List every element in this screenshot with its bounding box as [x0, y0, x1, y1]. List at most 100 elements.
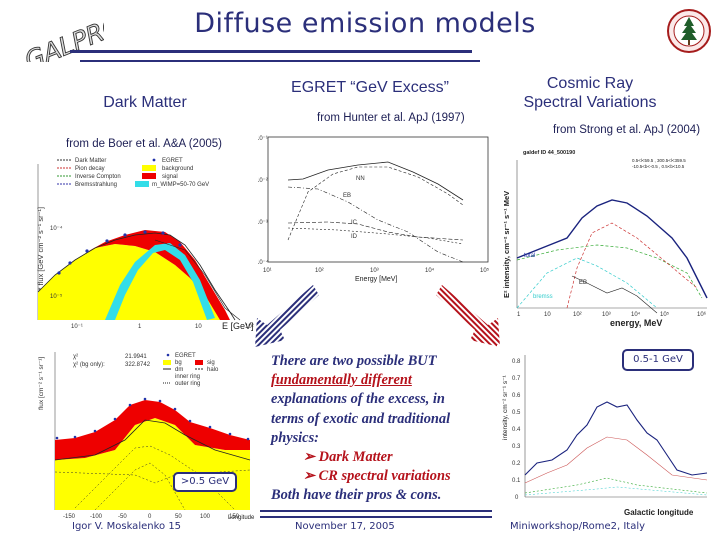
- svg-text:galdef ID 44_500190: galdef ID 44_500190: [523, 150, 575, 156]
- svg-text:χ² (bg only):: χ² (bg only):: [73, 362, 105, 368]
- svg-text:0: 0: [515, 495, 519, 501]
- svg-text:0.3: 0.3: [512, 444, 521, 450]
- footer-venue: Miniworkshop/Rome2, Italy: [510, 521, 646, 532]
- stanford-seal-icon: [667, 9, 711, 53]
- svg-text:0.2: 0.2: [512, 461, 521, 467]
- svg-text:50: 50: [175, 514, 182, 520]
- bullet-arrow-icon: ➢: [303, 468, 316, 485]
- svg-text:10⁴: 10⁴: [631, 311, 641, 318]
- svg-text:inner ring: inner ring: [175, 374, 200, 380]
- svg-text:10³: 10³: [370, 268, 379, 274]
- svg-text:Pion decay: Pion decay: [75, 166, 105, 172]
- text-closing: Both have their pros & cons.: [271, 487, 442, 504]
- svg-text:0.5: 0.5: [512, 410, 521, 416]
- hunter-xlabel: Energy [MeV]: [355, 276, 398, 283]
- svg-text:-150: -150: [63, 514, 76, 520]
- svg-text:χ²: χ²: [73, 354, 78, 360]
- heading-egret-gev-excess: EGRET “GeV Excess”: [291, 79, 449, 96]
- svg-text:E² intensity, cm⁻² sr⁻¹ s⁻¹ Me: E² intensity, cm⁻² sr⁻¹ s⁻¹ MeV: [502, 191, 511, 298]
- svg-text:signal: signal: [162, 174, 178, 180]
- svg-text:EB: EB: [343, 193, 351, 199]
- deboer-xlabel: E [GeV]: [222, 321, 254, 331]
- heading-cr-line2: Spectral Variations: [523, 94, 657, 111]
- svg-text:0.1: 0.1: [512, 478, 521, 484]
- svg-text:10²: 10²: [315, 268, 324, 274]
- svg-text:10⁶: 10⁶: [697, 311, 707, 318]
- svg-text:10²: 10²: [245, 324, 254, 330]
- svg-text:10⁻⁴: 10⁻⁴: [50, 225, 63, 232]
- svg-text:322.8742: 322.8742: [125, 362, 151, 368]
- deboer-spectrum-plot: E² * flux [GeV cm⁻² s⁻¹ sr⁻¹] Dark Matte…: [35, 150, 260, 330]
- hunter-spectrum-plot: NN EB IC ID 10⁻¹ 10⁻² 10⁻³ 10⁻⁴ 10¹ 10² 10³ 10⁴ 10…: [258, 132, 493, 282]
- svg-text:10⁵: 10⁵: [480, 267, 490, 274]
- header-rule-1: [70, 51, 472, 53]
- svg-text:10⁻³: 10⁻³: [258, 220, 268, 226]
- svg-text:outer ring: outer ring: [175, 381, 200, 387]
- svg-text:0.6: 0.6: [512, 393, 521, 399]
- svg-text:halo: halo: [207, 367, 219, 373]
- citation-hunter: from Hunter et al. ApJ (1997): [317, 112, 465, 124]
- svg-text:10²: 10²: [573, 312, 582, 318]
- svg-text:dm: dm: [175, 367, 183, 373]
- svg-text:21.9941: 21.9941: [125, 354, 147, 360]
- energy-box-strong: 0.5-1 GeV: [622, 349, 694, 371]
- footer-rule-1: [260, 510, 492, 512]
- main-explanation-text: There are two possible BUT fundamentally…: [271, 352, 503, 506]
- svg-text:10⁵: 10⁵: [660, 311, 670, 318]
- svg-text:10³: 10³: [602, 312, 611, 318]
- footer-date: November 17, 2005: [295, 521, 395, 532]
- arrow-left-down-icon: [255, 285, 319, 347]
- energy-box-deboer: >0.5 GeV: [173, 472, 237, 492]
- strong-spectrum-plot: E² intensity, cm⁻² sr⁻¹ s⁻¹ MeV galdef I…: [497, 148, 720, 318]
- svg-text:0.4: 0.4: [512, 427, 521, 433]
- heading-cr-line1: Cosmic Ray: [546, 75, 634, 92]
- svg-text:0.8: 0.8: [512, 359, 521, 365]
- bullet-dark-matter: ➢ Dark Matter: [303, 449, 393, 466]
- svg-text:sig: sig: [207, 360, 215, 366]
- strong-longitude-plot: intensity, cm⁻² sr⁻¹ s⁻¹ 0 0.1 0.2 0.3 0.4 0.…: [497, 345, 720, 505]
- svg-text:Dark Matter: Dark Matter: [75, 158, 106, 164]
- svg-text:100: 100: [200, 514, 211, 520]
- svg-text:flux [cm⁻² s⁻¹ sr⁻¹]: flux [cm⁻² s⁻¹ sr⁻¹]: [38, 357, 45, 410]
- svg-text:Bremsstrahlung: Bremsstrahlung: [75, 182, 117, 188]
- svg-text:IC: IC: [351, 220, 358, 226]
- footer-rule-2: [260, 516, 492, 518]
- footer-author: Igor V. Moskalenko 15: [72, 521, 182, 532]
- strong-long-xlabel: Galactic longitude: [624, 508, 694, 517]
- galprop-logo: GALPROP: [20, 4, 104, 62]
- title-underline-2: [80, 60, 480, 62]
- strong-region-2: -10.5<b<-0.5 , 0.5<b<10.5: [632, 164, 685, 169]
- svg-text:10⁻²: 10⁻²: [258, 178, 268, 184]
- text-line-1: There are two possible BUT: [271, 353, 437, 369]
- text-line-4: terms of exotic and traditional: [271, 410, 451, 427]
- svg-text:10¹: 10¹: [263, 268, 272, 274]
- svg-text:10: 10: [195, 324, 202, 330]
- arrow-right-down-icon: [436, 285, 500, 347]
- svg-text:-50: -50: [118, 514, 127, 520]
- deboer-longitude-plot: flux [cm⁻² s⁻¹ sr⁻¹] χ² χ² (bg only): 21.…: [35, 350, 260, 520]
- svg-text:bg: bg: [175, 360, 182, 366]
- svg-text:EB: EB: [579, 280, 587, 286]
- svg-text:10⁻⁴: 10⁻⁴: [258, 259, 269, 266]
- citation-deboer: from de Boer et al. A&A (2005): [66, 138, 222, 150]
- text-line-5: physics:: [271, 429, 319, 446]
- svg-text:10: 10: [544, 312, 551, 318]
- text-line-2-emphasis: fundamentally different: [271, 372, 412, 389]
- slide-title: Diffuse emission models: [194, 8, 536, 39]
- svg-text:intensity, cm⁻² sr⁻¹ s⁻¹: intensity, cm⁻² sr⁻¹ s⁻¹: [502, 374, 509, 440]
- svg-text:1: 1: [517, 312, 521, 318]
- svg-text:0.7: 0.7: [512, 376, 521, 382]
- heading-dark-matter: Dark Matter: [103, 94, 187, 111]
- svg-text:10⁻¹: 10⁻¹: [71, 324, 83, 330]
- svg-text:150: 150: [229, 514, 240, 520]
- svg-text:ID: ID: [351, 234, 358, 240]
- deboer-long-xlabel: Longitude: [228, 515, 255, 521]
- citation-strong: from Strong et al. ApJ (2004): [553, 124, 701, 136]
- svg-text:EGRET: EGRET: [162, 158, 183, 164]
- bullet-cr-variations: ➢ CR spectral variations: [303, 468, 451, 485]
- svg-text:background: background: [162, 166, 193, 172]
- svg-text:NN: NN: [356, 176, 365, 182]
- svg-text:10⁻¹: 10⁻¹: [258, 136, 268, 142]
- strong-region-1: 0.5<l<59.5 , 300.5<l<359.5: [632, 158, 686, 163]
- strong-xlabel: energy, MeV: [610, 318, 663, 328]
